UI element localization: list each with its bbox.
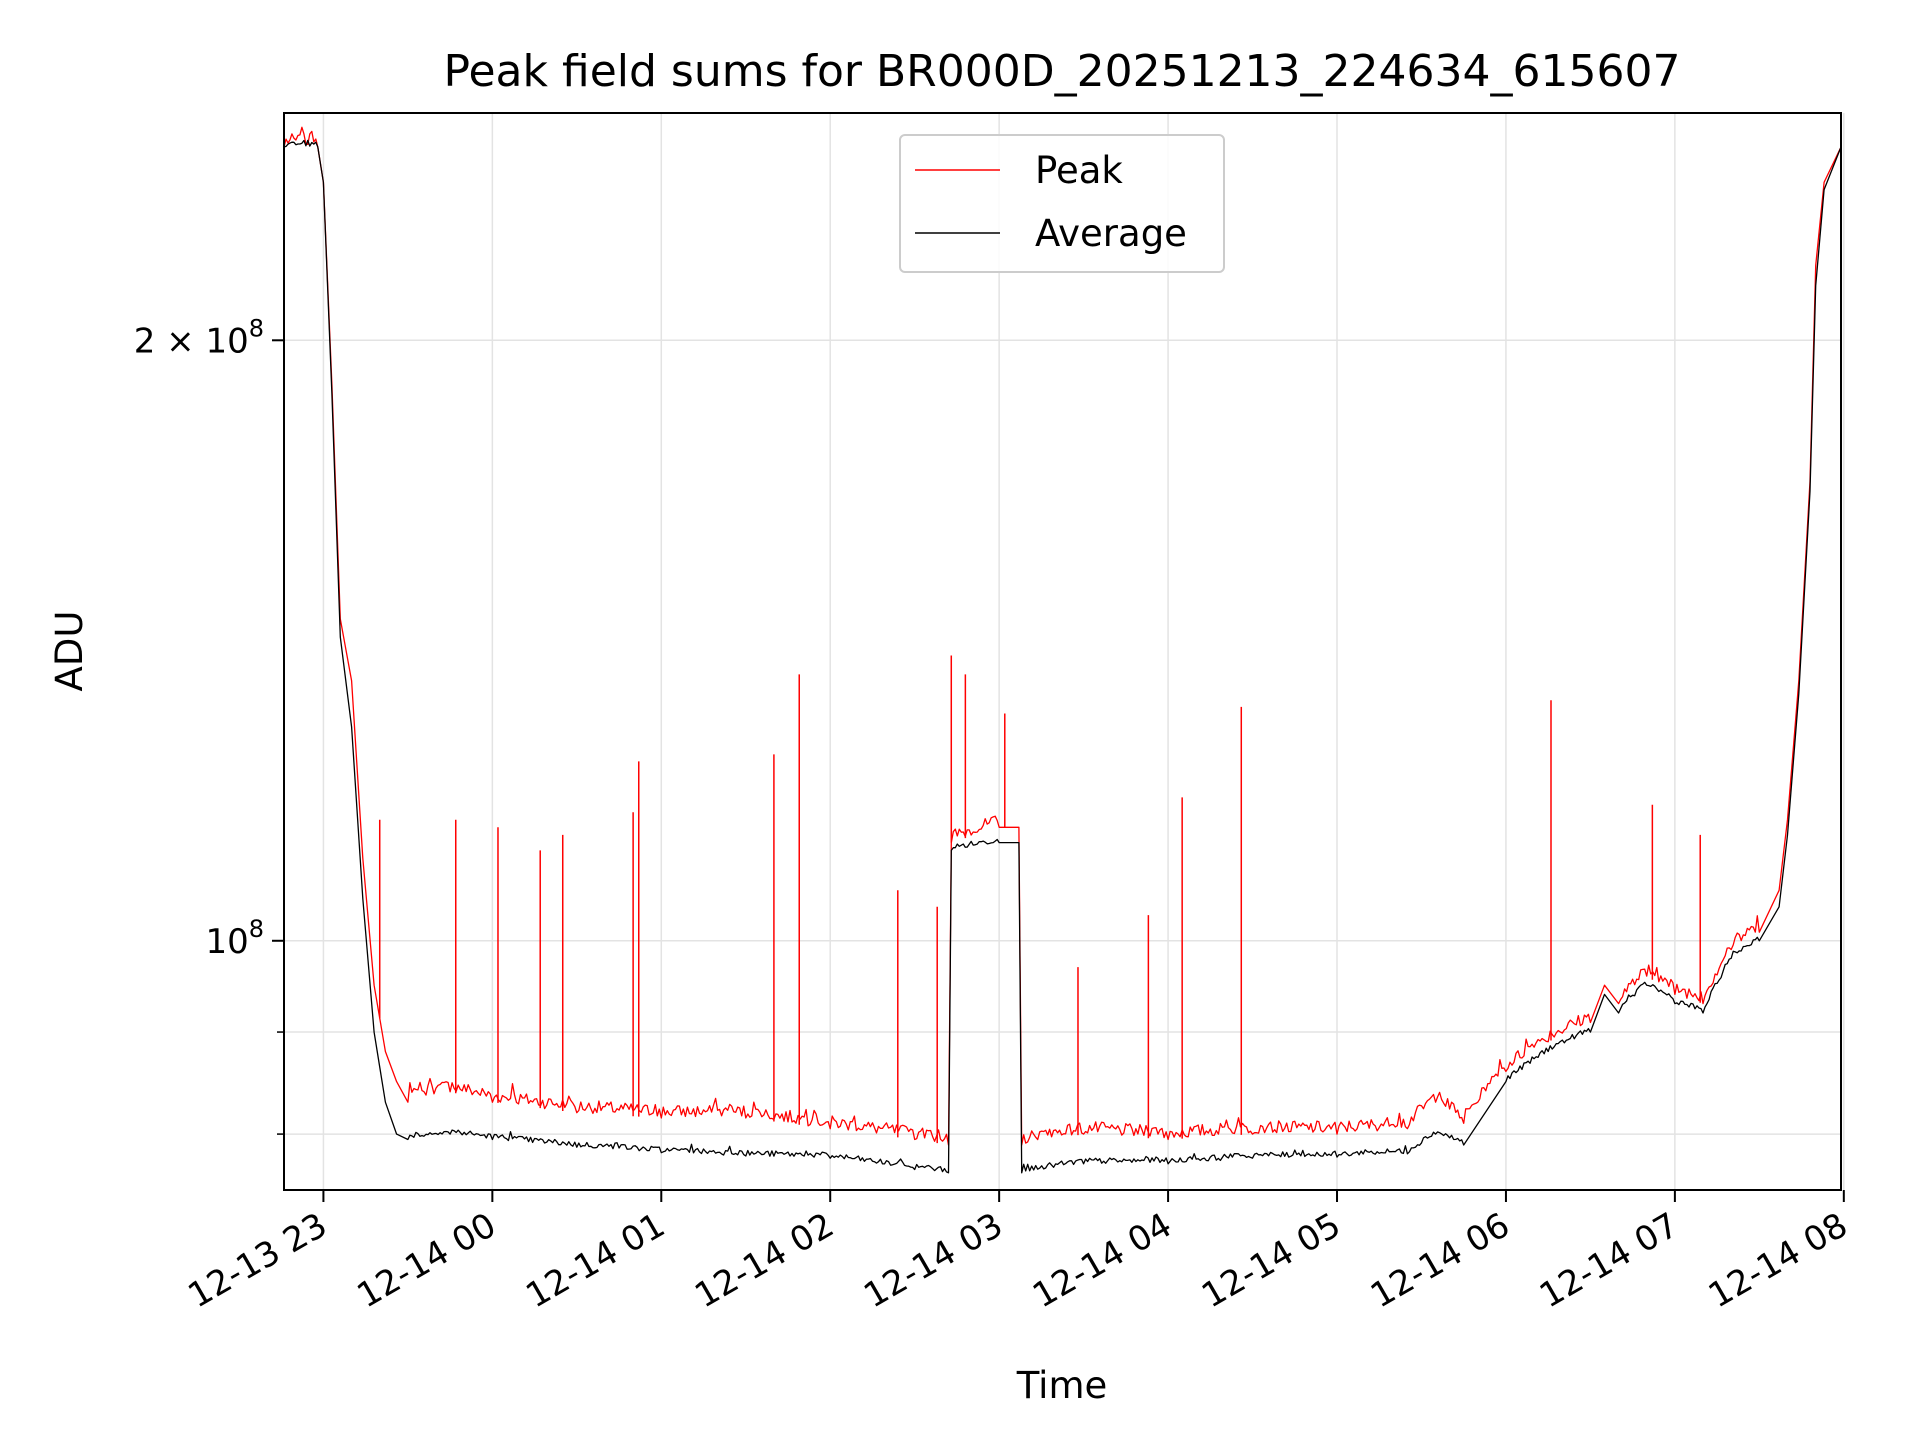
series-layer: [284, 126, 1841, 1174]
y-axis: 108 2 × 108: [134, 314, 284, 1135]
x-axis-title: Time: [1016, 1364, 1108, 1407]
x-tick-label: 12-14 04: [1026, 1205, 1178, 1316]
legend-label-peak: Peak: [1035, 149, 1123, 192]
y-tick-label: 108: [205, 915, 264, 962]
x-tick-label: 12-14 01: [519, 1205, 671, 1316]
grid: [284, 113, 1845, 1190]
x-tick-label: 12-14 08: [1702, 1205, 1854, 1316]
x-tick-label: 12-14 06: [1364, 1205, 1516, 1316]
legend-label-average: Average: [1035, 212, 1187, 255]
x-axis: 12-13 23 12-14 00 12-14 01 12-14 02 12-14 03…: [182, 1190, 1854, 1316]
series-line-average: [284, 139, 1841, 1174]
series-group: [284, 126, 1841, 1174]
y-tick-label: 2 × 108: [134, 314, 264, 361]
legend: Peak Average: [899, 134, 1225, 273]
series-line-peak: [284, 126, 1841, 1146]
x-tick-label: 12-14 02: [688, 1205, 840, 1316]
x-tick-label: 12-14 00: [350, 1205, 502, 1316]
x-tick-label: 12-14 05: [1195, 1205, 1347, 1316]
chart-title: Peak field sums for BR000D_20251213_2246…: [444, 46, 1681, 97]
x-tick-label: 12-13 23: [182, 1205, 334, 1316]
x-tick-label: 12-14 03: [857, 1205, 1009, 1316]
plot-frame: [283, 112, 1842, 1191]
x-tick-label: 12-14 07: [1533, 1205, 1685, 1316]
y-axis-title: ADU: [48, 611, 91, 692]
